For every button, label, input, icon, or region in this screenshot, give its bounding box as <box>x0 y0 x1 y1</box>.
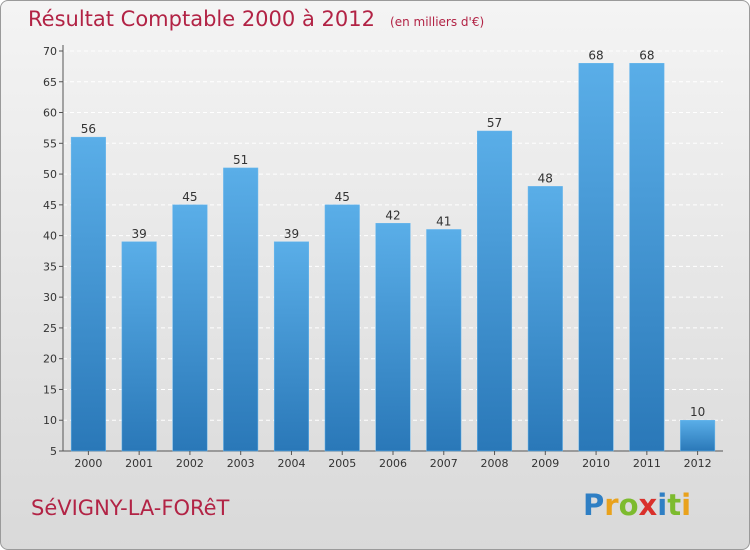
data-label: 68 <box>639 48 654 62</box>
y-tick-label: 40 <box>43 230 57 243</box>
data-label: 57 <box>487 116 502 130</box>
logo-letter: t <box>667 488 682 522</box>
title-main: Résultat Comptable 2000 à 2012 <box>28 7 375 31</box>
x-tick-label: 2007 <box>430 457 458 470</box>
y-tick-label: 35 <box>43 260 57 273</box>
x-tick-label: 2000 <box>74 457 102 470</box>
y-tick-label: 50 <box>43 168 57 181</box>
data-label: 41 <box>436 214 451 228</box>
bar <box>273 241 309 452</box>
title-unit: (en milliers d'€) <box>390 15 485 29</box>
logo-letter: x <box>638 488 658 522</box>
y-tick-label: 55 <box>43 137 57 150</box>
y-tick-label: 30 <box>43 291 57 304</box>
bar <box>426 229 462 452</box>
data-label: 51 <box>233 153 248 167</box>
town-name: SéVIGNY-LA-FORêT <box>31 496 230 520</box>
chart-title: Résultat Comptable 2000 à 2012 (en milli… <box>28 7 484 31</box>
logo-letter: r <box>604 488 619 522</box>
logo-letter: i <box>657 488 668 522</box>
x-tick-label: 2006 <box>379 457 407 470</box>
bar <box>680 419 716 452</box>
data-label: 39 <box>284 227 299 241</box>
x-tick-label: 2012 <box>684 457 712 470</box>
bar <box>70 136 106 452</box>
x-tick-label: 2010 <box>582 457 610 470</box>
data-label: 45 <box>335 190 350 204</box>
logo-letter: o <box>618 488 639 522</box>
y-tick-label: 45 <box>43 199 57 212</box>
x-tick-label: 2001 <box>125 457 153 470</box>
x-tick-label: 2002 <box>176 457 204 470</box>
x-tick-label: 2003 <box>227 457 255 470</box>
y-tick-label: 20 <box>43 353 57 366</box>
y-tick-label: 10 <box>43 414 57 427</box>
data-label: 10 <box>690 405 705 419</box>
logo-letter: P <box>583 488 605 522</box>
y-tick-label: 25 <box>43 322 57 335</box>
x-tick-label: 2011 <box>633 457 661 470</box>
bar <box>477 130 513 452</box>
y-tick-label: 70 <box>43 45 57 58</box>
x-tick-label: 2009 <box>531 457 559 470</box>
data-label: 39 <box>132 227 147 241</box>
bar <box>324 204 360 452</box>
proxiti-logo: Proxiti <box>583 488 691 522</box>
bar <box>578 63 614 452</box>
bar <box>629 63 665 452</box>
y-tick-label: 5 <box>50 445 57 458</box>
logo-letter: i <box>681 488 692 522</box>
data-label: 42 <box>385 208 400 222</box>
data-label: 48 <box>538 171 553 185</box>
bar <box>223 167 259 452</box>
y-tick-label: 15 <box>43 383 57 396</box>
x-tick-label: 2005 <box>328 457 356 470</box>
bar <box>527 186 563 452</box>
x-tick-label: 2004 <box>277 457 305 470</box>
y-tick-label: 65 <box>43 76 57 89</box>
bar <box>375 223 411 452</box>
bar <box>172 204 208 452</box>
bar <box>121 241 157 452</box>
data-label: 45 <box>182 190 197 204</box>
y-tick-label: 60 <box>43 107 57 120</box>
data-label: 56 <box>81 122 96 136</box>
x-tick-label: 2008 <box>481 457 509 470</box>
data-label: 68 <box>588 48 603 62</box>
